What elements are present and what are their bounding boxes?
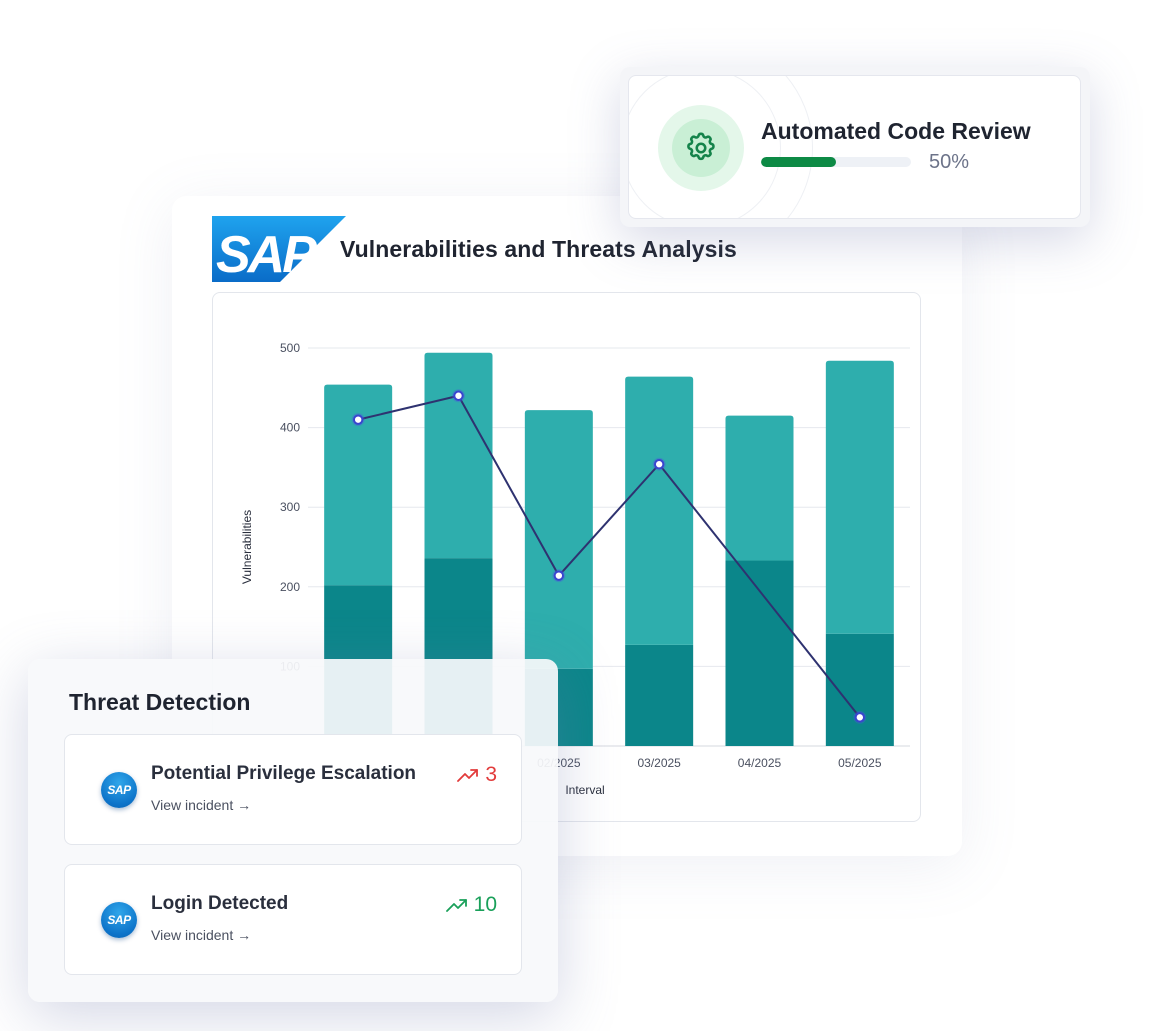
sap-logo-text: SAP xyxy=(216,226,317,282)
incident-name: Login Detected xyxy=(151,893,289,914)
x-tick-label: 04/2025 xyxy=(738,756,782,770)
bar-segment xyxy=(324,384,393,586)
sap-badge-icon: SAP xyxy=(101,902,137,938)
bar-segment xyxy=(725,560,794,746)
y-axis-label: Vulnerabilities xyxy=(240,510,254,584)
view-incident-link[interactable]: View incident → xyxy=(151,797,252,813)
threat-detection-card: Threat Detection SAP Potential Privilege… xyxy=(28,659,558,1002)
line-point xyxy=(854,712,866,723)
sap-badge-text: SAP xyxy=(107,783,131,797)
progress-label: 50% xyxy=(929,151,970,173)
sap-logo: SAP xyxy=(212,216,346,282)
y-tick-label: 500 xyxy=(280,341,300,355)
trending-up-icon xyxy=(445,899,467,912)
x-tick-label: 03/2025 xyxy=(637,756,681,770)
progress-fill xyxy=(761,157,836,167)
review-title: Automated Code Review xyxy=(761,118,1031,144)
bar-segment xyxy=(825,633,894,746)
trending-up-icon xyxy=(457,769,479,782)
line-point xyxy=(553,570,565,581)
bar-segment xyxy=(625,644,694,746)
incident-name: Potential Privilege Escalation xyxy=(151,763,417,784)
chart-title: Vulnerabilities and Threats Analysis xyxy=(340,236,737,262)
threat-detection-title: Threat Detection xyxy=(69,689,251,715)
bar-segment xyxy=(424,352,493,559)
y-tick-label: 400 xyxy=(280,421,300,435)
bar-segment xyxy=(725,415,794,561)
sap-badge-text: SAP xyxy=(107,913,131,927)
line-point xyxy=(453,390,464,401)
y-tick-label: 300 xyxy=(280,500,300,514)
bar-segment xyxy=(625,376,694,645)
line-point xyxy=(653,459,665,470)
trend-value: 3 xyxy=(485,763,497,786)
incident-card[interactable]: SAP Potential Privilege Escalation View … xyxy=(64,734,522,845)
view-incident-link[interactable]: View incident → xyxy=(151,927,252,943)
x-axis-label: Interval xyxy=(565,783,604,797)
trend-indicator: 3 xyxy=(457,763,497,787)
y-tick-label: 200 xyxy=(280,580,300,594)
trend-value: 10 xyxy=(473,893,497,916)
ripple-ring xyxy=(629,76,813,218)
sap-badge-icon: SAP xyxy=(101,772,137,808)
x-tick-label: 05/2025 xyxy=(838,756,882,770)
progress-bar xyxy=(761,157,911,167)
gear-icon xyxy=(687,132,715,161)
gear-icon-wrap xyxy=(672,119,730,177)
gear-halo xyxy=(658,105,744,191)
bar-segment xyxy=(524,410,593,669)
review-card[interactable]: Automated Code Review 50% xyxy=(628,75,1081,219)
line-point xyxy=(352,414,364,425)
bar-segment xyxy=(825,360,894,634)
trend-indicator: 10 xyxy=(445,893,497,917)
incident-card[interactable]: SAP Login Detected View incident → 10 xyxy=(64,864,522,975)
